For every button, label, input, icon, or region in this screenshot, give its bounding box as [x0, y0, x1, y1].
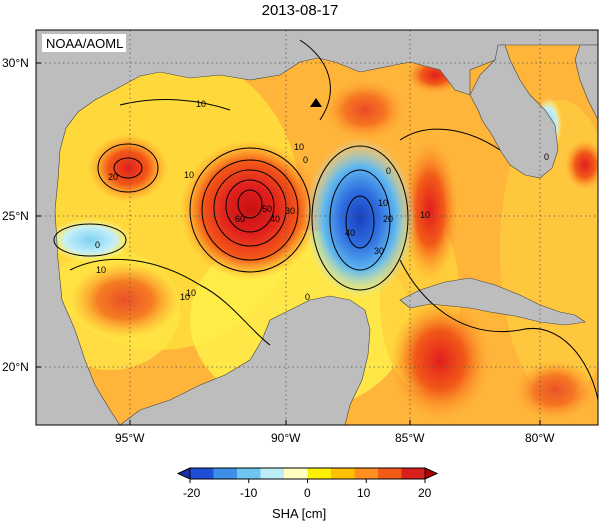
colorbar-segment — [378, 468, 402, 479]
lon-label: 90°W — [271, 431, 301, 445]
colorbar-segment — [331, 468, 355, 479]
contour-label: 30 — [374, 246, 384, 256]
contour-label: 20 — [108, 172, 118, 182]
contour-label: 0 — [303, 155, 308, 165]
warm-eddy — [88, 134, 168, 202]
triangle-marker — [310, 98, 322, 107]
map-title: 2013-08-17 — [261, 2, 339, 19]
contour-label: 50 — [262, 204, 272, 214]
colorbar-min-arrow — [176, 467, 191, 480]
lat-label: 25°N — [2, 209, 29, 223]
colorbar-segment — [284, 468, 308, 479]
colorbar-segment — [190, 468, 214, 479]
contour-label: 10 — [186, 288, 196, 298]
warm-eddy — [402, 140, 458, 280]
credit-box — [42, 34, 126, 52]
contour-label: 10 — [180, 292, 190, 302]
map-frame — [35, 29, 599, 426]
colorbar-label: SHA [cm] — [272, 506, 326, 521]
contour-label: 40 — [345, 228, 355, 238]
warm-eddy — [70, 262, 180, 338]
colorbar-segment — [354, 468, 379, 479]
contour-label: 10 — [96, 265, 106, 275]
lon-label: 80°W — [525, 431, 555, 445]
contour-label: 30 — [285, 206, 295, 216]
contour-label: 10 — [184, 170, 194, 180]
contour-label: 10 — [294, 142, 304, 152]
colorbar-tick-label: 0 — [304, 486, 311, 500]
contour-label: 20 — [383, 214, 393, 224]
lon-label: 95°W — [115, 431, 145, 445]
colorbar-tick-label: -10 — [240, 486, 258, 500]
contour-label: 60 — [235, 214, 245, 224]
colorbar-segment — [237, 468, 261, 479]
contour-label: 0 — [386, 166, 391, 176]
graticule — [36, 30, 598, 425]
colorbar — [176, 467, 439, 483]
contour-label: 0 — [95, 240, 100, 250]
warm-eddy — [180, 140, 320, 280]
warm-eddy — [390, 300, 490, 420]
colorbar-segment — [260, 468, 285, 479]
contour-label: 0 — [544, 152, 549, 162]
colorbar-tick-label: -20 — [183, 486, 201, 500]
warm-eddy — [325, 80, 405, 140]
contour-label-group: 10 20 10 10 0 60 50 40 30 10 0 10 20 30 … — [95, 99, 549, 302]
lat-label: 20°N — [2, 360, 29, 374]
lat-label: 30°N — [2, 56, 29, 70]
colorbar-segment — [401, 468, 426, 479]
contour-lines — [53, 39, 598, 401]
cold-eddy — [48, 218, 132, 262]
landmass — [36, 30, 598, 425]
credit-text: NOAA/AOML — [46, 36, 123, 51]
warm-eddy — [515, 360, 595, 420]
colorbar-tick-label: 10 — [357, 486, 371, 500]
warm-eddy — [565, 140, 598, 190]
colorbar-max-arrow — [424, 467, 439, 480]
contour-label: 10 — [378, 198, 388, 208]
contour-label: 10 — [196, 99, 206, 109]
contour-label: 0 — [305, 292, 310, 302]
contour-label: 10 — [420, 210, 430, 220]
colorbar-segment — [307, 468, 332, 479]
contour-label: 40 — [270, 214, 280, 224]
colorbar-segment — [213, 468, 238, 479]
axis-ticks — [36, 62, 541, 425]
cold-eddy — [304, 138, 416, 298]
colorbar-tick-label: 20 — [418, 486, 432, 500]
lon-label: 85°W — [395, 431, 425, 445]
